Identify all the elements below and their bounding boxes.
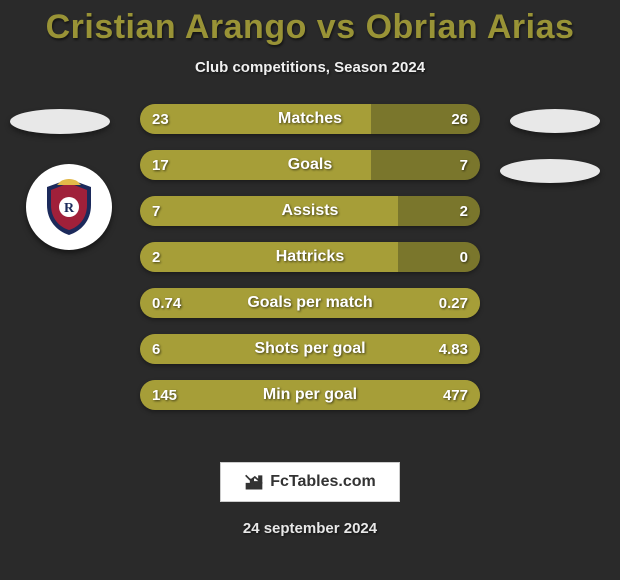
stat-row-shots-per-goal: 6Shots per goal4.83 bbox=[140, 334, 480, 364]
date-label: 24 september 2024 bbox=[0, 520, 620, 537]
stat-row-min-per-goal: 145Min per goal477 bbox=[140, 380, 480, 410]
stat-label: Goals bbox=[140, 150, 480, 180]
stat-row-matches: 23Matches26 bbox=[140, 104, 480, 134]
team-badge-icon: R bbox=[37, 175, 101, 239]
team-badge: R bbox=[26, 164, 112, 250]
stat-row-goals: 17Goals7 bbox=[140, 150, 480, 180]
player-right-placeholder-1 bbox=[510, 109, 600, 133]
stat-label: Min per goal bbox=[140, 380, 480, 410]
page-subtitle: Club competitions, Season 2024 bbox=[0, 59, 620, 76]
stat-label: Goals per match bbox=[140, 288, 480, 318]
stat-label: Hattricks bbox=[140, 242, 480, 272]
comparison-stage: R 23Matches2617Goals77Assists22Hattricks… bbox=[0, 104, 620, 444]
stat-row-hattricks: 2Hattricks0 bbox=[140, 242, 480, 272]
stat-value-right: 4.83 bbox=[439, 334, 468, 364]
svg-text:R: R bbox=[64, 201, 75, 216]
brand-text: FcTables.com bbox=[270, 473, 376, 491]
stat-value-right: 477 bbox=[443, 380, 468, 410]
stat-row-goals-per-match: 0.74Goals per match0.27 bbox=[140, 288, 480, 318]
stat-label: Shots per goal bbox=[140, 334, 480, 364]
stat-bars: 23Matches2617Goals77Assists22Hattricks00… bbox=[140, 104, 480, 426]
stat-value-right: 2 bbox=[460, 196, 468, 226]
stat-label: Matches bbox=[140, 104, 480, 134]
stat-label: Assists bbox=[140, 196, 480, 226]
stat-row-assists: 7Assists2 bbox=[140, 196, 480, 226]
chart-icon bbox=[244, 472, 264, 492]
stat-value-right: 0 bbox=[460, 242, 468, 272]
player-left-placeholder bbox=[10, 109, 110, 134]
stat-value-right: 7 bbox=[460, 150, 468, 180]
stat-value-right: 26 bbox=[451, 104, 468, 134]
player-right-placeholder-2 bbox=[500, 159, 600, 183]
stat-value-right: 0.27 bbox=[439, 288, 468, 318]
brand-logo[interactable]: FcTables.com bbox=[220, 462, 400, 502]
page-title: Cristian Arango vs Obrian Arias bbox=[0, 0, 620, 47]
